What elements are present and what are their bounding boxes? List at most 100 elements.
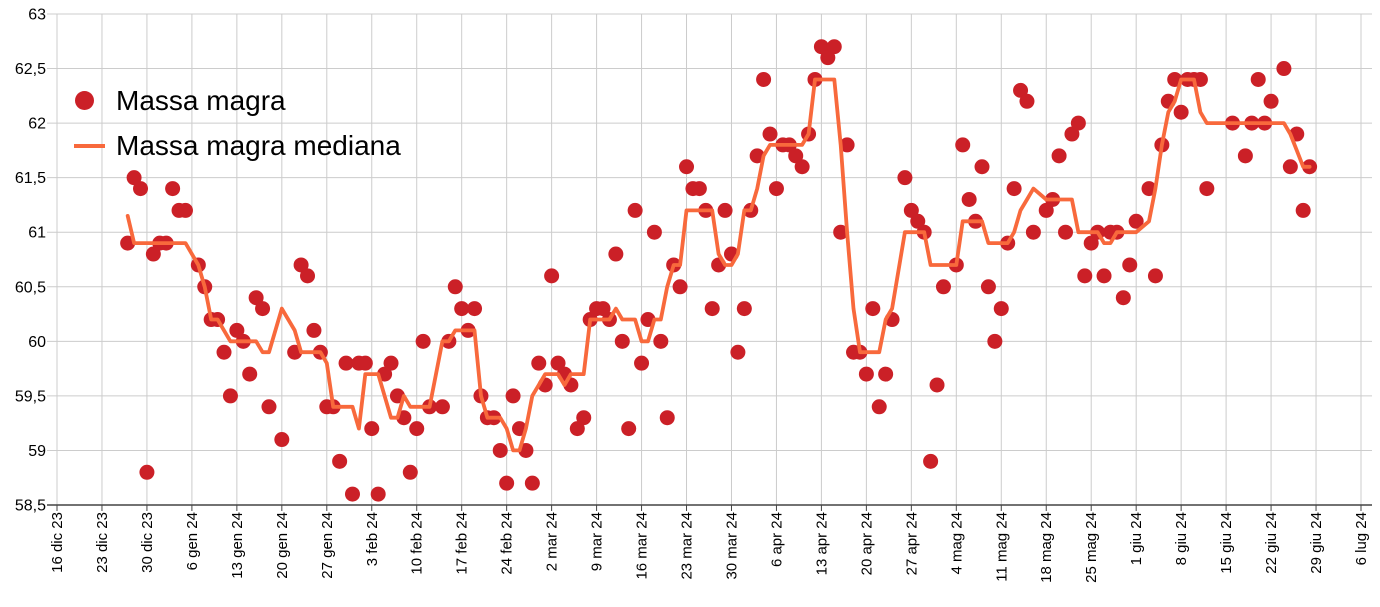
data-point: [1051, 148, 1067, 164]
x-axis-tick-label: 27 gen 24: [319, 512, 336, 579]
x-axis-tick-label: 8 giu 24: [1173, 512, 1190, 565]
x-axis-tick-label: 10 feb 24: [409, 512, 426, 575]
x-axis-tick-label: 30 mar 24: [723, 512, 740, 580]
x-axis-tick-label: 2 mar 24: [544, 512, 561, 571]
data-point: [492, 442, 508, 458]
data-point: [1058, 224, 1074, 240]
data-point: [145, 246, 161, 262]
data-point: [794, 159, 810, 175]
data-point: [1064, 126, 1080, 142]
data-point: [1147, 268, 1163, 284]
data-point: [974, 159, 990, 175]
y-axis-tick-label: 58,5: [15, 498, 46, 515]
data-point: [704, 301, 720, 317]
data-point: [987, 333, 1003, 349]
data-point: [865, 301, 881, 317]
data-point: [1282, 159, 1298, 175]
y-axis-tick-label: 62: [28, 116, 46, 133]
y-axis-tick-label: 61: [28, 225, 46, 242]
data-point: [216, 344, 232, 360]
data-point: [293, 257, 309, 273]
data-point: [364, 421, 380, 437]
data-point: [402, 464, 418, 480]
data-point: [717, 202, 733, 218]
x-axis-tick-label: 6 lug 24: [1353, 512, 1370, 565]
x-axis-tick-label: 20 apr 24: [858, 512, 875, 575]
data-point: [1013, 82, 1029, 98]
data-point: [261, 399, 277, 415]
data-point: [768, 181, 784, 197]
y-axis-tick-label: 60: [28, 334, 46, 351]
data-point: [756, 71, 772, 87]
data-point: [1070, 115, 1086, 131]
data-point: [1263, 93, 1279, 109]
data-point: [1250, 71, 1266, 87]
x-axis-tick-label: 11 mag 24: [993, 512, 1010, 582]
data-point: [550, 355, 566, 371]
data-point: [871, 399, 887, 415]
data-point: [338, 355, 354, 371]
data-point: [672, 279, 688, 295]
data-point: [242, 366, 258, 382]
data-point: [923, 453, 939, 469]
y-axis-tick-label: 63: [28, 7, 46, 24]
data-point: [1237, 148, 1253, 164]
x-axis-tick-label: 25 mag 24: [1083, 512, 1100, 583]
data-point: [447, 279, 463, 295]
x-axis-tick-label: 4 mag 24: [948, 512, 965, 575]
x-axis-tick-label: 13 gen 24: [229, 512, 246, 579]
data-point: [910, 213, 926, 229]
data-point: [1295, 202, 1311, 218]
data-point: [1038, 202, 1054, 218]
data-point: [627, 202, 643, 218]
x-axis-tick-label: 29 giu 24: [1308, 512, 1325, 574]
x-axis-tick-label: 30 dic 23: [139, 512, 156, 573]
data-point: [762, 126, 778, 142]
legend-item-massa-magra: Massa magra: [74, 84, 401, 117]
data-point: [653, 333, 669, 349]
data-point: [1128, 213, 1144, 229]
data-point: [935, 279, 951, 295]
data-point: [878, 366, 894, 382]
data-point: [1122, 257, 1138, 273]
data-point: [1276, 61, 1292, 77]
data-point: [139, 464, 155, 480]
data-point: [813, 39, 829, 55]
data-point: [736, 301, 752, 317]
x-axis-tick-label: 23 dic 23: [94, 512, 111, 573]
data-point: [659, 410, 675, 426]
y-axis-tick-label: 62,5: [15, 61, 46, 78]
data-point: [1199, 181, 1215, 197]
x-axis-tick-label: 6 gen 24: [184, 512, 201, 570]
data-point: [614, 333, 630, 349]
data-point: [858, 366, 874, 382]
data-point: [621, 421, 637, 437]
x-axis-tick-label: 17 feb 24: [454, 512, 471, 575]
data-point: [1096, 268, 1112, 284]
x-axis-tick-label: 24 feb 24: [499, 512, 516, 575]
data-point: [839, 137, 855, 153]
data-point: [833, 224, 849, 240]
data-point: [370, 486, 386, 502]
data-point: [222, 388, 238, 404]
data-point: [383, 355, 399, 371]
data-point: [595, 301, 611, 317]
data-point: [255, 301, 271, 317]
data-point: [524, 475, 540, 491]
data-point: [608, 246, 624, 262]
data-point: [576, 410, 592, 426]
data-point: [454, 301, 470, 317]
data-point: [1019, 93, 1035, 109]
legend-label-massa-magra-mediana: Massa magra mediana: [116, 130, 401, 161]
x-axis-tick-label: 15 giu 24: [1218, 512, 1235, 574]
x-axis-tick-label: 18 mag 24: [1038, 512, 1055, 583]
scatter-marker-icon: [75, 91, 94, 110]
data-point: [569, 421, 585, 437]
x-axis-tick-label: 20 gen 24: [274, 512, 291, 579]
line-marker-icon: [74, 143, 105, 148]
data-point: [344, 486, 360, 502]
data-point: [499, 475, 515, 491]
data-point: [955, 137, 971, 153]
median-line: [125, 77, 1312, 453]
